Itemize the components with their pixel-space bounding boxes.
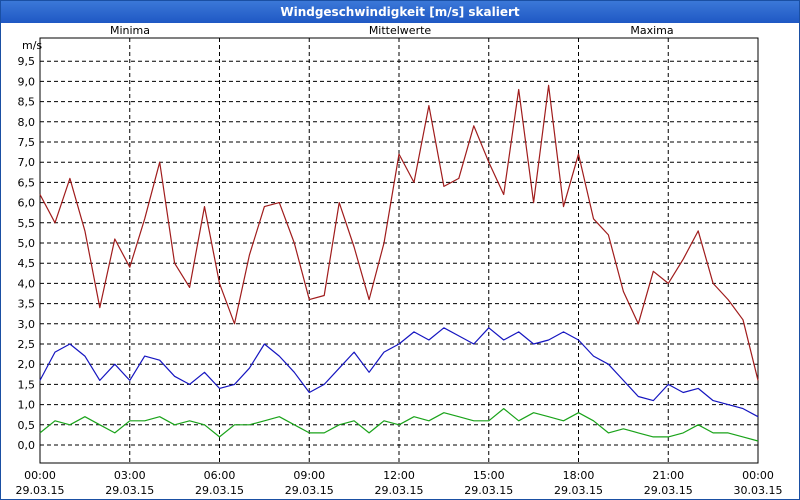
y-tick-label: 1,5 [18, 378, 36, 391]
x-tick-date: 29.03.15 [375, 484, 424, 497]
y-tick-label: 5,5 [18, 217, 36, 230]
y-tick-label: 2,5 [18, 338, 36, 351]
y-tick-label: 9,5 [18, 55, 36, 68]
x-tick-time: 21:00 [652, 469, 684, 482]
legend-maxima: Maxima [630, 24, 673, 37]
x-tick-date: 29.03.15 [105, 484, 154, 497]
x-tick-time: 09:00 [293, 469, 325, 482]
y-tick-label: 8,5 [18, 96, 36, 109]
y-tick-label: 8,0 [18, 116, 36, 129]
y-tick-label: 6,0 [18, 197, 36, 210]
y-tick-label: 3,5 [18, 298, 36, 311]
y-tick-label: 3,0 [18, 318, 36, 331]
series-line-minima [39, 408, 759, 442]
x-tick-time: 00:00 [742, 469, 774, 482]
x-tick-time: 12:00 [383, 469, 415, 482]
legend-mittelwerte: Mittelwerte [369, 24, 432, 37]
x-tick-date: 29.03.15 [554, 484, 603, 497]
legend-minima: Minima [110, 24, 150, 37]
y-tick-label: 4,5 [18, 257, 36, 270]
y-tick-label: 7,5 [18, 136, 36, 149]
y-tick-label: 4,0 [18, 277, 36, 290]
y-axis: 0,0 0,5 1,0 1,5 2,0 2,5 3,0 3,5 4,0 4,5 5,0 5,5 6,0 6… [18, 55, 36, 452]
y-tick-label: 1,0 [18, 399, 36, 412]
x-tick-date: 29.03.15 [644, 484, 693, 497]
y-tick-label: 2,0 [18, 358, 36, 371]
y-axis-label: m/s [22, 39, 42, 52]
y-tick-label: 0,0 [18, 439, 36, 452]
y-tick-label: 9,0 [18, 75, 36, 88]
series-line-mittelwerte [39, 327, 759, 418]
series-group [39, 84, 759, 442]
x-tick-date: 29.03.15 [16, 484, 65, 497]
y-tick-label: 5,0 [18, 237, 36, 250]
grid [40, 38, 758, 463]
x-tick-time: 06:00 [204, 469, 236, 482]
x-tick-date: 29.03.15 [464, 484, 513, 497]
window-title: Windgeschwindigkeit [m/s] skaliert [1, 1, 799, 23]
x-axis: 00:00 29.03.15 03:00 29.03.15 06:00 29.03.15 0… [16, 469, 783, 497]
x-tick-time: 18:00 [563, 469, 595, 482]
x-tick-time: 00:00 [24, 469, 56, 482]
x-tick-time: 15:00 [473, 469, 505, 482]
x-tick-date: 30.03.15 [734, 484, 783, 497]
y-tick-label: 6,5 [18, 176, 36, 189]
series-line-maxima [39, 84, 759, 381]
y-tick-label: 0,5 [18, 419, 36, 432]
x-tick-date: 29.03.15 [285, 484, 334, 497]
y-tick-label: 7,0 [18, 156, 36, 169]
x-tick-time: 03:00 [114, 469, 146, 482]
x-tick-date: 29.03.15 [195, 484, 244, 497]
